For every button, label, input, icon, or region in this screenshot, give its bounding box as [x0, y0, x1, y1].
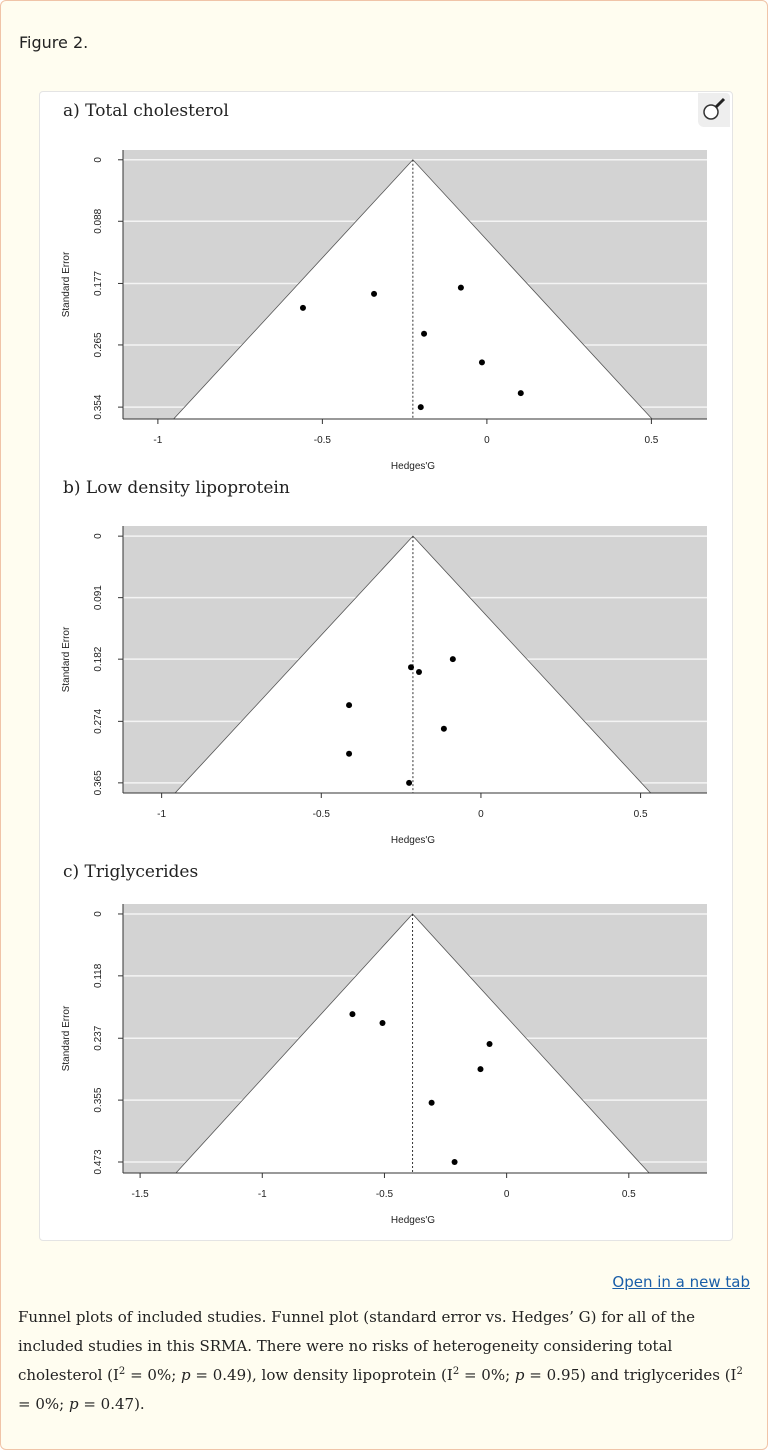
y-tick-label: 0.274	[93, 708, 104, 733]
x-tick-label: 0	[504, 1189, 510, 1200]
data-point	[417, 404, 424, 411]
x-tick-label: 0.5	[622, 1189, 636, 1200]
y-tick-label: 0	[93, 533, 104, 539]
figure-caption: Funnel plots of included studies. Funnel…	[18, 1303, 758, 1419]
y-axis-label: Standard Error	[61, 626, 72, 692]
data-point	[478, 359, 485, 366]
caption-text: = 0%;	[459, 1366, 515, 1384]
y-tick-label: 0.118	[93, 963, 104, 988]
data-point	[406, 779, 413, 786]
data-point	[457, 284, 464, 291]
x-axis-label: Hedges'G	[391, 1215, 435, 1226]
y-tick-label: 0.265	[93, 332, 104, 357]
funnel-plot-c: 0 0.118 0.237 0.355 0.473 -1.5 -1 -0.5 0 0.5 Stand…	[61, 904, 707, 1226]
open-in-new-tab-link[interactable]: Open in a new tab	[612, 1273, 750, 1291]
y-tick-label: 0.355	[93, 1087, 104, 1112]
data-point	[517, 390, 524, 397]
y-tick-label: 0	[93, 911, 104, 917]
funnel-plot-b: 0 0.091 0.182 0.274 0.365 -1 -0.5 0 0.5 Standard …	[61, 526, 707, 846]
caption-text: = 0%;	[18, 1395, 69, 1413]
caption-text: = 0%;	[125, 1366, 182, 1384]
p-symbol: p	[68, 1395, 79, 1413]
data-point	[486, 1041, 493, 1048]
x-tick-label: 0	[484, 435, 490, 446]
data-point	[349, 1011, 356, 1018]
x-tick-label: 0.5	[644, 435, 658, 446]
funnel-plot-a: 0 0.088 0.177 0.265 0.354 -1 -0.5 0 0.5 Standard …	[61, 150, 707, 472]
data-point	[346, 750, 353, 757]
data-point	[449, 656, 456, 663]
data-point	[415, 669, 422, 676]
x-tick-label: -1	[153, 435, 162, 446]
x-axis-label: Hedges'G	[391, 461, 435, 472]
y-tick-label: 0.365	[93, 770, 104, 795]
y-tick-label: 0.237	[93, 1025, 104, 1050]
data-point	[299, 304, 306, 311]
plot-c-title: c) Triglycerides	[63, 862, 199, 882]
data-point	[440, 725, 447, 732]
y-tick-label: 0.088	[93, 208, 104, 233]
y-tick-label: 0.182	[93, 646, 104, 671]
x-axis-label: Hedges'G	[391, 835, 435, 846]
y-axis-label: Standard Error	[61, 1005, 72, 1071]
zoom-button[interactable]	[698, 93, 730, 127]
data-point	[428, 1099, 435, 1106]
sup: 2	[118, 1366, 126, 1377]
x-tick-label: 0	[478, 809, 484, 820]
plot-a-title: a) Total cholesterol	[63, 101, 229, 121]
data-point	[346, 702, 353, 709]
y-tick-label: 0	[93, 157, 104, 163]
y-tick-label: 0.091	[93, 585, 104, 610]
x-tick-label: 0.5	[634, 809, 648, 820]
y-axis-label: Standard Error	[61, 251, 72, 317]
caption-text: = 0.49), low density lipoprotein (I	[190, 1366, 453, 1384]
x-tick-label: -0.5	[313, 809, 331, 820]
magnifier-icon	[703, 97, 726, 120]
caption-text: = 0.47).	[78, 1395, 145, 1413]
sup: 2	[452, 1366, 460, 1377]
y-tick-label: 0.177	[93, 271, 104, 296]
y-tick-label: 0.354	[93, 394, 104, 419]
x-tick-label: -0.5	[314, 435, 332, 446]
plot-b-title: b) Low density lipoprotein	[63, 478, 290, 498]
x-tick-label: -1	[258, 1189, 267, 1200]
p-symbol: p	[514, 1366, 525, 1384]
y-tick-label: 0.473	[93, 1149, 104, 1174]
sup: 2	[736, 1366, 743, 1377]
figure-label: Figure 2.	[19, 33, 89, 52]
x-tick-label: -1	[157, 809, 166, 820]
x-tick-label: -0.5	[376, 1189, 394, 1200]
data-point	[379, 1020, 386, 1027]
caption-text: Funnel plots of included studies. Funnel…	[18, 1308, 696, 1384]
data-point	[371, 290, 378, 297]
caption-text: = 0.95) and triglycerides (I	[524, 1366, 737, 1384]
data-point	[477, 1066, 484, 1073]
x-tick-label: -1.5	[131, 1189, 149, 1200]
data-point	[421, 330, 428, 337]
data-point	[408, 664, 415, 671]
data-point	[451, 1158, 458, 1165]
p-symbol: p	[181, 1366, 191, 1384]
